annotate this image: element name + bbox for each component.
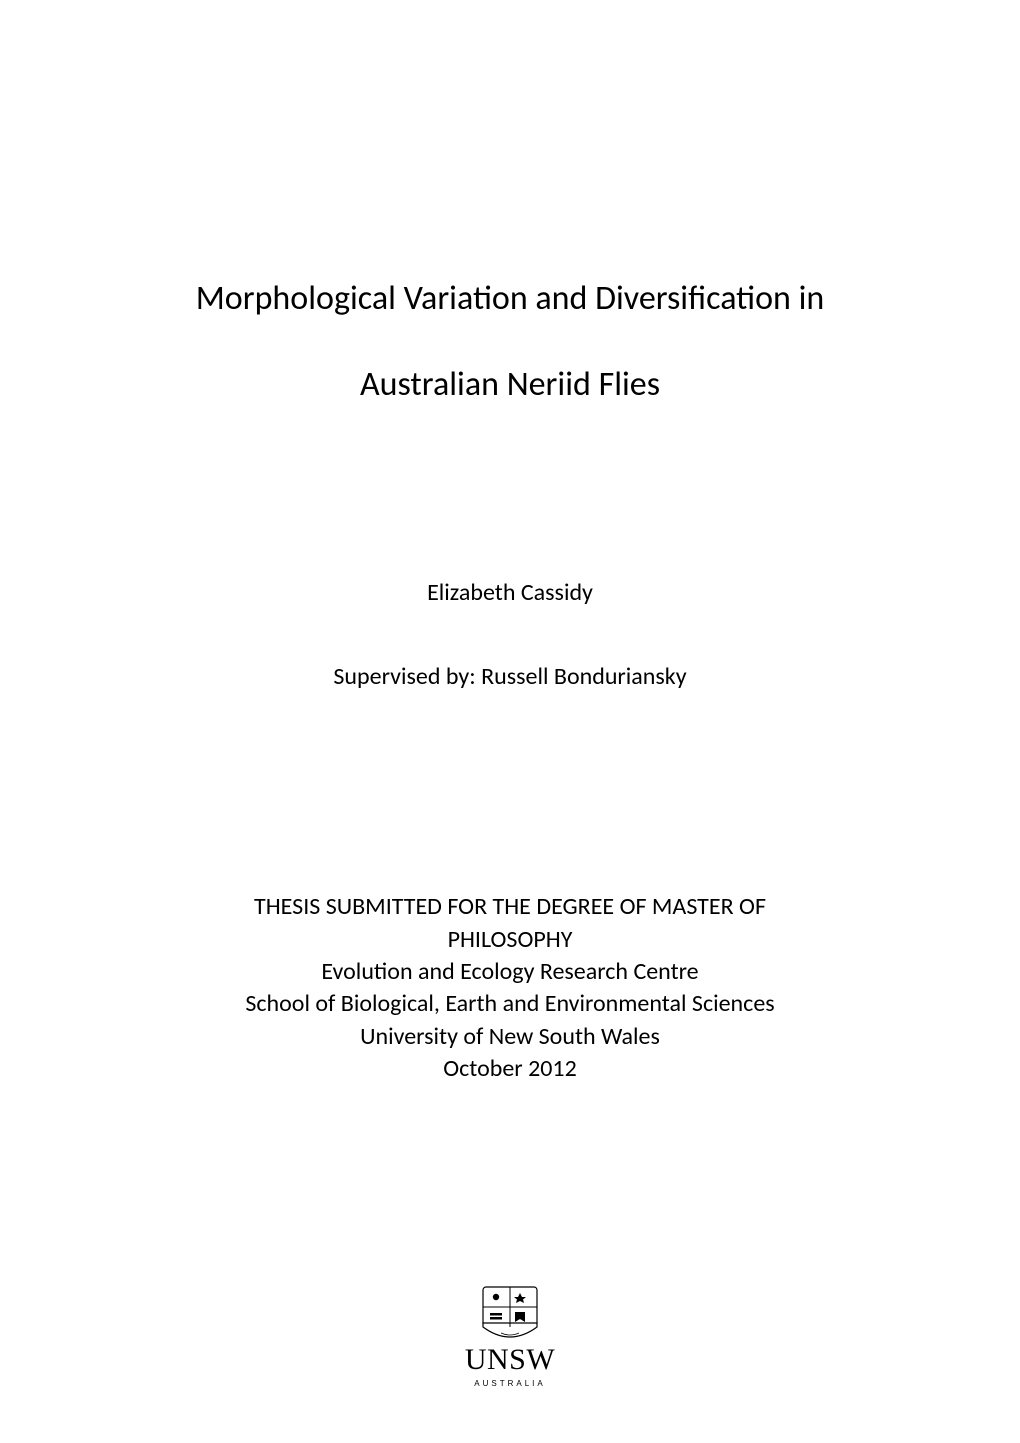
thesis-line-4: School of Biological, Earth and Environm… xyxy=(110,988,910,1020)
author-name: Elizabeth Cassidy xyxy=(110,578,910,607)
title-line-1: Morphological Variation and Diversificat… xyxy=(110,275,910,323)
title-block: Morphological Variation and Diversificat… xyxy=(110,275,910,408)
supervisor-line: Supervised by: Russell Bonduriansky xyxy=(110,662,910,691)
thesis-line-1: THESIS SUBMITTED FOR THE DEGREE OF MASTE… xyxy=(110,891,910,923)
author-block: Elizabeth Cassidy Supervised by: Russell… xyxy=(110,578,910,691)
thesis-line-3: Evolution and Ecology Research Centre xyxy=(110,956,910,988)
title-line-2: Australian Neriid Flies xyxy=(110,361,910,409)
thesis-block: THESIS SUBMITTED FOR THE DEGREE OF MASTE… xyxy=(110,891,910,1085)
logo-block: UNSW AUSTRALIA xyxy=(0,1285,1020,1388)
unsw-subtext: AUSTRALIA xyxy=(474,1379,545,1388)
thesis-line-2: PHILOSOPHY xyxy=(110,924,910,956)
thesis-line-5: University of New South Wales xyxy=(110,1021,910,1053)
thesis-line-6: October 2012 xyxy=(110,1053,910,1085)
page-root: Morphological Variation and Diversificat… xyxy=(0,0,1020,1443)
unsw-wordmark: UNSW xyxy=(465,1345,555,1375)
unsw-crest-icon xyxy=(481,1285,539,1343)
